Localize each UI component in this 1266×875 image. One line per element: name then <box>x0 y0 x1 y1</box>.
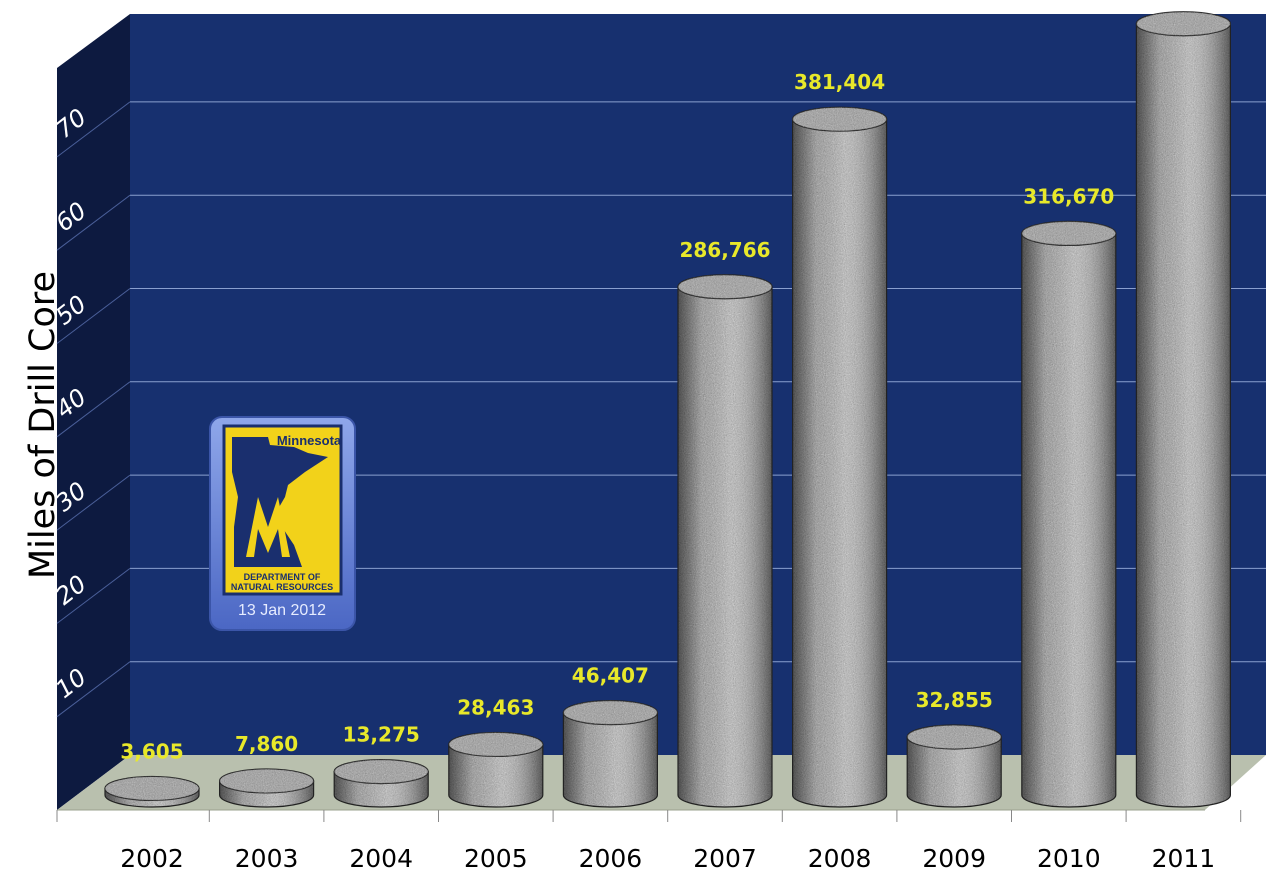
grid-line-side <box>56 288 131 344</box>
grid-line-side <box>56 474 131 531</box>
data-label: 46,407 <box>572 664 649 688</box>
x-tick-label: 2002 <box>120 844 184 873</box>
x-tick-labels: 2002 2003 2004 2005 2006 2007 2008 2009 2010 2011 <box>56 810 1242 873</box>
x-tick-label: 2003 <box>235 844 299 873</box>
data-label: 13,275 <box>343 723 420 747</box>
plot-left-wall <box>57 14 130 810</box>
x-tick-label: 2009 <box>922 844 986 873</box>
bar-2008 <box>791 106 888 808</box>
grid-line-side <box>56 194 131 251</box>
x-tick-label: 2006 <box>579 844 643 873</box>
dnr-m-icon <box>246 497 290 557</box>
logo-dept-line2: NATURAL RESOURCES <box>231 582 333 592</box>
logo-state-label: Minnesota <box>277 433 342 448</box>
bar-2009 <box>906 724 1002 808</box>
x-tick-label: 2010 <box>1037 844 1101 873</box>
data-label: 7,860 <box>235 732 298 756</box>
bar-2002 <box>104 775 200 808</box>
data-label: 286,766 <box>679 238 770 262</box>
grid-line-side <box>56 568 131 624</box>
x-tick-label: 2005 <box>464 844 528 873</box>
bar-2003 <box>219 768 315 808</box>
bar-2004 <box>333 758 429 808</box>
bars <box>104 11 1232 808</box>
x-tick-label: 2008 <box>808 844 872 873</box>
data-label: 28,463 <box>457 695 534 719</box>
data-label: 381,404 <box>794 70 885 94</box>
x-tick-label: 2011 <box>1152 844 1216 873</box>
grid-line-side <box>56 661 131 718</box>
logo-dept-line1: DEPARTMENT OF <box>244 572 321 582</box>
data-label: 32,855 <box>916 688 993 712</box>
data-label: 3,605 <box>120 739 183 763</box>
data-label: 316,670 <box>1023 184 1114 208</box>
bar-2006 <box>562 700 659 808</box>
bar-2010 <box>1021 220 1117 808</box>
data-labels: 3,605 7,860 13,275 28,463 46,407 286,766 381,4… <box>120 70 1114 763</box>
bar-2011 <box>1135 11 1232 808</box>
x-tick-label: 2007 <box>693 844 757 873</box>
dnr-logo: Minnesota DEPARTMENT OF NATURAL RESOURCE… <box>209 416 356 631</box>
x-tick-label: 2004 <box>349 844 413 873</box>
grid-line-side <box>56 381 131 438</box>
bar-2007 <box>677 274 773 808</box>
y-axis-label: Miles of Drill Core <box>23 270 63 580</box>
logo-date: 13 Jan 2012 <box>238 602 326 619</box>
bar-2005 <box>448 731 544 808</box>
grid-line-side <box>56 101 131 158</box>
